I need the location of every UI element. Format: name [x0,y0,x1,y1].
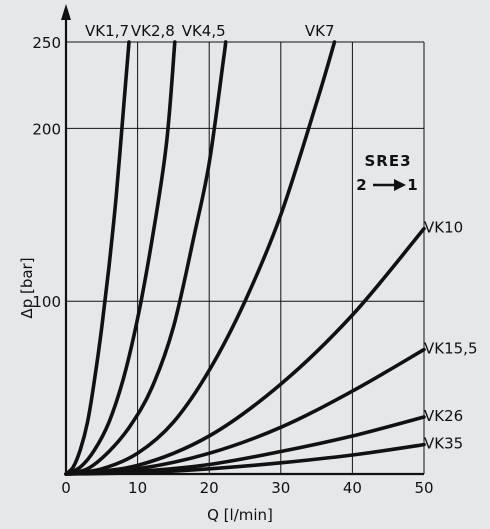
y-axis-label: Δp [bar] [18,257,36,318]
series-line-vk2-8 [64,40,177,476]
series-label-vk7: VK7 [305,22,335,40]
x-tick-label: 20 [200,479,219,497]
x-tick-label: 0 [61,479,71,497]
y-tick-label: 250 [32,34,61,52]
series-line-vk4-5 [64,40,228,476]
series-label-vk2-8: VK2,8 [131,22,175,40]
series-line-vk10 [64,226,426,476]
series-label-vk26: VK26 [424,407,463,425]
annotation-port-from: 2 [356,176,367,194]
x-tick-label: 50 [414,479,433,497]
series-label-vk1-7: VK1,7 [85,22,129,40]
x-axis-label: Q [l/min] [207,506,273,524]
tick-labels: 0 10 20 30 40 50 100 200 250 [32,34,433,497]
annotation-sre3: SRE3 2 1 [356,152,418,194]
x-tick-label: 40 [343,479,362,497]
series-line-vk7 [64,40,337,476]
series-labels: VK1,7 VK2,8 VK4,5 VK7 VK10 VK15,5 VK26 VK35 [85,22,477,453]
y-axis-arrow-icon [61,4,71,20]
series-label-vk15-5: VK15,5 [424,340,478,358]
series-line-vk15-5 [64,347,426,476]
annotation-port-to: 1 [407,176,418,194]
series-label-vk4-5: VK4,5 [182,22,226,40]
series-line-vk1-7 [64,40,131,476]
axes [61,4,71,474]
x-tick-label: 30 [271,479,290,497]
annotation-title: SRE3 [364,152,411,170]
series-label-vk10: VK10 [424,219,463,237]
curves [64,40,426,476]
series-line-vk35 [64,442,426,476]
annotation-arrow-icon [394,179,406,191]
series-label-vk35: VK35 [424,435,463,453]
y-tick-label: 100 [32,293,61,311]
y-tick-label: 200 [32,120,61,138]
x-tick-label: 10 [128,479,147,497]
